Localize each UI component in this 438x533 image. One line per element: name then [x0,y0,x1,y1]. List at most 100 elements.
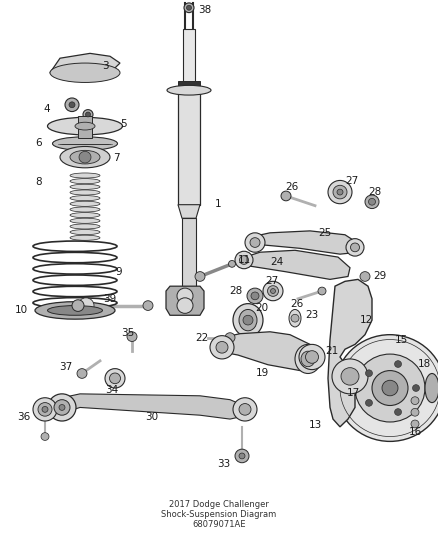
Polygon shape [248,231,360,254]
Circle shape [110,373,120,384]
Circle shape [59,405,65,410]
Circle shape [395,361,402,367]
Circle shape [333,185,347,199]
Text: 29: 29 [373,271,386,281]
Circle shape [177,288,193,304]
Ellipse shape [295,344,321,374]
Circle shape [411,420,419,428]
Circle shape [85,112,91,117]
Ellipse shape [70,201,100,206]
Circle shape [69,102,75,108]
Ellipse shape [301,351,315,367]
Circle shape [346,239,364,256]
Circle shape [305,351,318,364]
Circle shape [335,335,438,441]
Circle shape [195,272,205,281]
Text: 38: 38 [198,5,211,15]
Circle shape [291,314,299,322]
Ellipse shape [50,63,120,83]
Ellipse shape [35,302,115,319]
Circle shape [33,398,57,421]
Text: 30: 30 [145,412,158,422]
Text: 33: 33 [217,459,230,469]
Circle shape [216,342,228,353]
Circle shape [41,433,49,440]
Text: 39: 39 [103,294,117,304]
Circle shape [382,380,398,396]
Circle shape [239,403,251,415]
Circle shape [413,385,420,391]
Circle shape [54,400,70,415]
Circle shape [184,3,194,13]
Polygon shape [50,53,120,76]
Text: 10: 10 [15,305,28,316]
Text: 2017 Dodge Challenger
Shock-Suspension Diagram
68079071AE: 2017 Dodge Challenger Shock-Suspension D… [161,499,277,529]
Ellipse shape [70,184,100,189]
Text: 3: 3 [102,61,109,71]
Text: 15: 15 [395,335,408,344]
Circle shape [127,332,137,342]
Text: 25: 25 [318,228,331,238]
Text: 23: 23 [305,310,318,320]
Text: 28: 28 [368,187,381,197]
Text: 4: 4 [43,103,50,114]
Circle shape [268,286,279,296]
Text: 27: 27 [345,176,358,187]
Circle shape [247,288,263,304]
Ellipse shape [70,196,100,201]
Text: 8: 8 [35,177,42,188]
Ellipse shape [425,374,438,402]
Ellipse shape [47,117,123,135]
Text: 26: 26 [290,298,304,309]
Circle shape [271,288,276,294]
Circle shape [360,272,370,281]
Circle shape [328,181,352,204]
Text: 36: 36 [17,412,30,422]
Text: 1: 1 [215,199,222,209]
Text: 17: 17 [347,388,360,398]
Bar [178,80,200,88]
Text: 12: 12 [360,315,373,325]
Circle shape [355,354,425,422]
Ellipse shape [70,230,100,235]
Ellipse shape [70,213,100,217]
Polygon shape [58,394,248,419]
Circle shape [42,407,48,413]
Ellipse shape [233,304,263,337]
Circle shape [365,195,379,208]
Circle shape [65,98,79,111]
Text: 5: 5 [120,119,127,129]
Text: 22: 22 [195,333,208,343]
Polygon shape [218,332,318,370]
Text: 18: 18 [418,359,431,369]
Ellipse shape [70,190,100,195]
Ellipse shape [75,122,95,130]
Ellipse shape [289,310,301,327]
Circle shape [411,408,419,416]
Circle shape [233,398,257,421]
Circle shape [143,301,153,310]
Ellipse shape [47,305,102,316]
Circle shape [83,110,93,119]
Text: 24: 24 [270,257,283,267]
Ellipse shape [239,310,257,331]
Ellipse shape [53,137,117,150]
Circle shape [350,243,360,252]
Circle shape [372,370,408,406]
Circle shape [48,394,76,421]
Circle shape [299,344,325,369]
Bar [78,116,92,138]
Circle shape [281,191,291,201]
Text: 16: 16 [408,427,422,437]
Ellipse shape [70,179,100,184]
Polygon shape [166,286,204,316]
Bar [178,88,200,205]
Circle shape [78,298,94,313]
Circle shape [187,5,191,10]
Text: 7: 7 [113,153,120,163]
Circle shape [79,151,91,163]
Bar [182,219,196,291]
Text: 21: 21 [325,346,338,356]
Circle shape [235,251,253,269]
Circle shape [365,399,372,406]
